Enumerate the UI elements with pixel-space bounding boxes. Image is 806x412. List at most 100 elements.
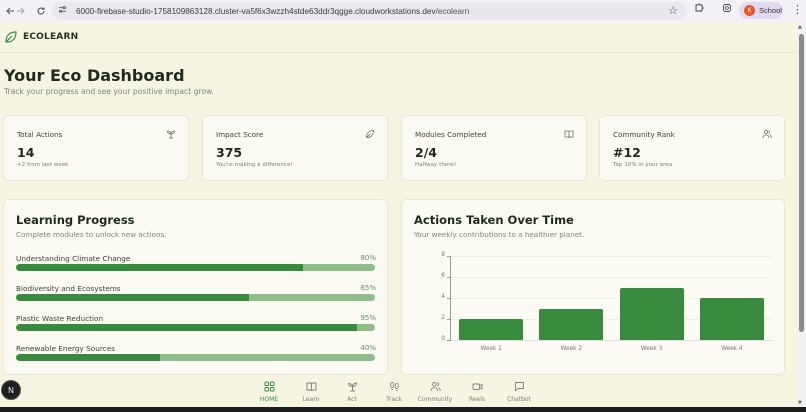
nav-chatbot[interactable]: Chatbot [495,381,543,403]
x-axis [450,340,772,341]
nav-label: Act [347,396,357,403]
nav-learn[interactable]: Learn [287,381,335,403]
grid-line [451,256,772,257]
y-tick-mark [447,319,451,320]
progress-fill [16,264,304,271]
y-tick-label: 4 [441,294,445,300]
stat-label: Community Rank [613,130,675,139]
nav-label: Learn [302,396,320,403]
bar-chart: 0 2 4 6 8 Week 1 Week 2 Week 3 Week 4 [402,200,786,376]
panel-title: Actions Taken Over Time [414,213,574,227]
users-icon [430,382,441,392]
url-host: 6000-firebase-studio-1758109863128.clust… [76,6,436,16]
chart-bar[interactable] [539,308,604,340]
progress-percent: 95% [360,314,376,322]
nav-home[interactable]: HOME [245,381,293,403]
progress-fill [16,354,160,361]
progress-bar [16,354,375,361]
stat-note: Top 10% in your area [613,162,673,168]
progress-label: Plastic Waste Reduction [16,314,104,323]
stat-card-community-rank: Community Rank #12 Top 10% in your area [599,115,785,181]
panel-subtitle: Your weekly contributions to a healthier… [414,230,585,239]
progress-fill [16,324,358,331]
sprout-icon [167,130,175,139]
sprout-icon [347,382,357,392]
stat-note: You're making a difference! [216,162,293,168]
page-title: Your Eco Dashboard [4,66,185,85]
browser-menu-icon[interactable]: ⋮ [792,3,803,16]
nav-label: Community [417,396,453,403]
nav-reels[interactable]: Reels [453,381,501,403]
site-settings-icon[interactable] [58,5,72,17]
page-scrollbar[interactable]: ▲ ▼ [797,22,806,407]
video-icon [472,383,482,390]
chart-bar[interactable] [619,287,684,340]
progress-bar [16,324,375,331]
grid-line [451,298,772,299]
progress-fill [16,294,250,301]
x-tick-label: Week 3 [640,346,663,352]
book-icon [564,130,574,139]
brand-name: ECOLEARN [23,32,79,42]
scroll-down-icon[interactable]: ▼ [798,400,802,406]
progress-percent: 65% [360,284,376,292]
nav-act[interactable]: Act [328,381,376,403]
grid-icon [264,381,274,392]
stat-value: #12 [613,145,641,160]
y-tick-label: 2 [441,315,445,321]
profile-avatar: K [744,5,755,16]
stat-value: 375 [216,145,243,160]
y-tick-mark [447,298,451,299]
page-subtitle: Track your progress and see your positiv… [4,87,214,96]
nav-label: Reels [468,396,486,403]
nav-track[interactable]: Track [370,381,418,403]
y-tick-label: 6 [441,273,445,279]
progress-label: Renewable Energy Sources [16,344,115,353]
stat-note: Halfway there! [415,162,457,168]
y-tick-mark [447,277,451,278]
extensions-icon[interactable] [694,3,704,16]
stat-label: Impact Score [216,130,264,139]
y-tick-mark [447,256,451,257]
progress-percent: 80% [360,254,376,262]
chart-bar[interactable] [699,298,764,340]
x-tick-label: Week 4 [721,346,743,352]
reload-button[interactable] [31,1,51,21]
nav-label: Track [386,396,402,403]
y-tick-label: 0 [441,336,445,342]
leaf-icon [366,130,374,138]
bookmark-star-icon[interactable]: ☆ [668,4,678,17]
progress-label: Understanding Climate Change [16,254,131,263]
footprints-icon [389,381,399,391]
forward-button[interactable] [11,1,31,21]
profile-chip[interactable]: K School [739,2,783,19]
scrollbar-thumb[interactable] [799,34,804,332]
stat-card-modules-completed: Modules Completed 2/4 Halfway there! [401,115,587,181]
stat-note: +2 from last week [17,162,69,168]
x-tick-label: Week 1 [480,346,502,352]
user-avatar[interactable]: N [1,380,21,400]
leaf-logo-icon [5,31,17,43]
actions-chart-panel: Actions Taken Over Time Your weekly cont… [401,199,785,375]
progress-label: Biodiversity and Ecosystems [16,284,121,293]
scroll-up-icon[interactable]: ▲ [798,24,802,30]
progress-percent: 40% [360,344,376,352]
back-button[interactable] [0,1,20,21]
users-icon [762,129,772,139]
url-path: /ecolearn [435,6,470,16]
grid-line [451,277,772,278]
grid-line [451,319,772,320]
chart-bar[interactable] [459,319,524,340]
progress-bar [16,264,375,271]
progress-bar [16,294,375,301]
address-bar[interactable]: 6000-firebase-studio-1758109863128.clust… [52,2,686,20]
media-icon[interactable] [722,3,732,16]
nav-label: Chatbot [507,396,531,403]
app-header: ECOLEARN [0,22,797,53]
learning-progress-panel: Learning Progress Complete modules to un… [3,199,388,375]
nav-community[interactable]: Community [411,381,459,403]
stat-value: 2/4 [415,145,437,160]
profile-label: School [759,6,782,15]
reload-icon [37,7,45,15]
stat-label: Modules Completed [415,130,487,139]
